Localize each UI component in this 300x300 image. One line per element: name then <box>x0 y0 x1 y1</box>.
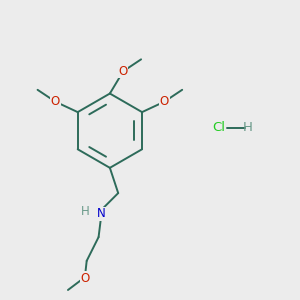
Text: O: O <box>81 272 90 285</box>
Text: H: H <box>81 205 90 218</box>
Text: O: O <box>118 65 128 78</box>
Text: O: O <box>160 95 169 108</box>
Text: O: O <box>51 95 60 108</box>
Text: H: H <box>243 121 253 134</box>
Text: Cl: Cl <box>212 121 225 134</box>
Text: N: N <box>97 207 105 220</box>
